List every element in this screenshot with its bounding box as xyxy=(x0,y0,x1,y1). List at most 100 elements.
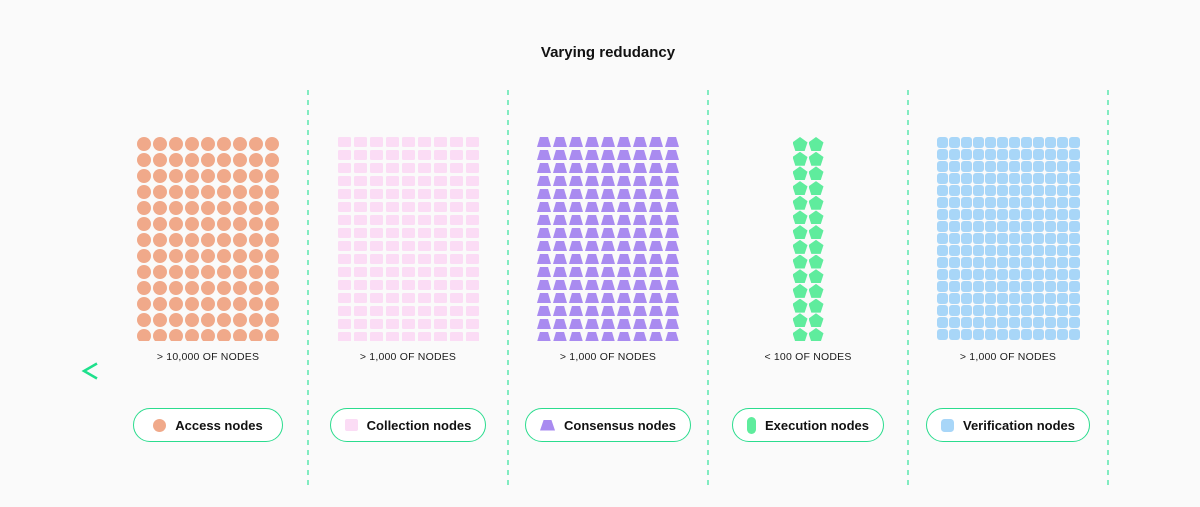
access-node xyxy=(249,313,263,327)
verification-node xyxy=(960,209,972,220)
access-node xyxy=(185,217,199,231)
verification-node xyxy=(1044,221,1056,232)
collection-node xyxy=(465,306,479,316)
consensus-node xyxy=(601,228,615,238)
collection-node xyxy=(385,137,399,147)
execution-node xyxy=(808,151,824,166)
consensus-node xyxy=(569,176,583,186)
consensus-node xyxy=(617,215,631,225)
verification-node xyxy=(948,149,960,160)
collection-node xyxy=(369,202,383,212)
consensus-node xyxy=(585,254,599,264)
verification-node xyxy=(1056,209,1068,220)
collection-node xyxy=(353,163,367,173)
consensus-node xyxy=(665,241,679,251)
verification-node xyxy=(1068,233,1080,244)
consensus-node xyxy=(585,215,599,225)
collection-node xyxy=(417,150,431,160)
verification-node xyxy=(1008,137,1020,148)
legend-pill-execution[interactable]: Execution nodes xyxy=(731,408,885,442)
access-node xyxy=(249,265,263,279)
verification-node xyxy=(960,257,972,268)
verification-node xyxy=(1020,161,1032,172)
legend-label: Collection nodes xyxy=(366,417,472,433)
verification-node xyxy=(1068,329,1080,340)
verification-node xyxy=(1008,173,1020,184)
access-node xyxy=(233,217,247,231)
consensus-node xyxy=(585,332,599,341)
collection-node xyxy=(385,228,399,238)
execution-node xyxy=(808,166,824,181)
consensus-node xyxy=(537,228,551,238)
verification-node xyxy=(1056,173,1068,184)
verification-node xyxy=(948,245,960,256)
consensus-node xyxy=(617,137,631,147)
collection-node xyxy=(449,306,463,316)
legend-pill-collection[interactable]: Collection nodes xyxy=(329,408,487,442)
collection-node xyxy=(353,319,367,329)
access-node xyxy=(185,169,199,183)
consensus-node xyxy=(649,163,663,173)
consensus-node xyxy=(569,202,583,212)
consensus-node xyxy=(553,267,567,277)
verification-node xyxy=(996,281,1008,292)
verification-node xyxy=(960,269,972,280)
verification-node xyxy=(972,149,984,160)
collection-node xyxy=(449,241,463,251)
consensus-node xyxy=(649,241,663,251)
collection-node xyxy=(369,137,383,147)
verification-node xyxy=(996,173,1008,184)
consensus-node xyxy=(633,150,647,160)
collection-node xyxy=(337,163,351,173)
consensus-node xyxy=(665,267,679,277)
consensus-node xyxy=(553,228,567,238)
access-node xyxy=(153,153,167,167)
collection-node xyxy=(465,293,479,303)
collection-node xyxy=(353,176,367,186)
verification-node xyxy=(996,197,1008,208)
access-node xyxy=(185,153,199,167)
collection-node xyxy=(353,215,367,225)
consensus-node xyxy=(617,332,631,341)
access-node xyxy=(169,233,183,247)
verification-node xyxy=(960,329,972,340)
verification-node xyxy=(1044,137,1056,148)
verification-node xyxy=(1068,257,1080,268)
verification-node xyxy=(972,293,984,304)
access-node xyxy=(201,233,215,247)
verification-node xyxy=(1044,197,1056,208)
execution-node xyxy=(808,254,824,269)
consensus-node xyxy=(617,189,631,199)
verification-node xyxy=(948,197,960,208)
consensus-node xyxy=(569,254,583,264)
verification-node xyxy=(960,245,972,256)
consensus-node xyxy=(537,241,551,251)
verification-node xyxy=(1020,185,1032,196)
access-node xyxy=(185,265,199,279)
consensus-node xyxy=(601,189,615,199)
verification-node xyxy=(1008,149,1020,160)
legend-pill-access[interactable]: Access nodes xyxy=(133,408,283,442)
legend-pill-verification[interactable]: Verification nodes xyxy=(926,408,1090,442)
consensus-node xyxy=(537,293,551,303)
consensus-node xyxy=(649,137,663,147)
execution-node xyxy=(808,298,824,313)
access-node xyxy=(233,169,247,183)
collection-node xyxy=(433,267,447,277)
consensus-node xyxy=(633,332,647,341)
consensus-node xyxy=(553,189,567,199)
consensus-node xyxy=(569,228,583,238)
access-node xyxy=(265,137,279,151)
collection-node xyxy=(401,202,415,212)
legend-pill-consensus[interactable]: Consensus nodes xyxy=(525,408,691,442)
consensus-node xyxy=(553,176,567,186)
consensus-node xyxy=(617,319,631,329)
verification-node xyxy=(1056,329,1068,340)
access-node xyxy=(153,249,167,263)
access-node xyxy=(217,201,231,215)
verification-node xyxy=(1068,161,1080,172)
access-node xyxy=(249,249,263,263)
verification-node xyxy=(1056,257,1068,268)
access-node xyxy=(249,217,263,231)
